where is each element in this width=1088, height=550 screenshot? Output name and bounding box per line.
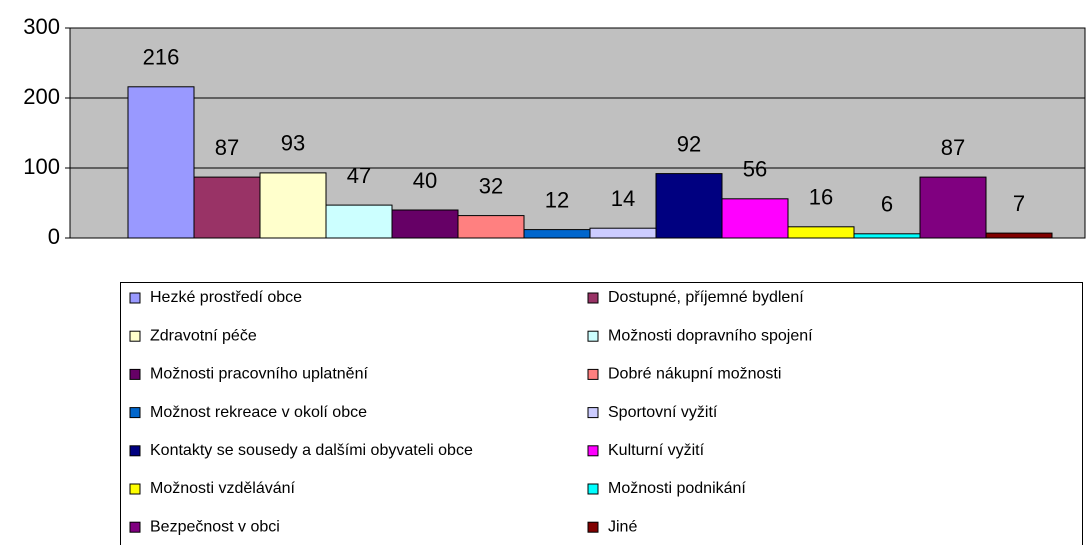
legend-label: Kontakty se sousedy a dalšími obyvateli … [150, 442, 473, 459]
legend-box [120, 282, 1083, 550]
legend-swatch [587, 330, 599, 342]
legend-label: Kulturní vyžití [608, 442, 705, 459]
y-tick-label: 100 [23, 154, 60, 179]
legend-label: Jiné [608, 518, 637, 535]
legend-swatch [129, 292, 141, 304]
bar [787, 226, 855, 239]
bar [919, 176, 987, 239]
legend-swatch [129, 407, 141, 419]
data-label: 56 [743, 157, 767, 182]
bar [457, 215, 525, 239]
data-label: 92 [677, 131, 701, 156]
data-label: 32 [479, 173, 503, 198]
data-label: 93 [281, 131, 305, 156]
bar [721, 198, 789, 239]
data-label: 216 [143, 45, 180, 70]
bar [853, 233, 921, 239]
legend-swatch [129, 445, 141, 457]
legend-label: Hezké prostředí obce [150, 289, 302, 306]
data-label: 47 [347, 163, 371, 188]
legend-swatch [587, 407, 599, 419]
data-label: 14 [611, 186, 635, 211]
legend-label: Možnosti pracovního uplatnění [150, 366, 368, 383]
legend-swatch [129, 483, 141, 495]
bar [127, 86, 195, 239]
legend-label: Sportovní vyžití [608, 404, 718, 421]
legend-swatch [587, 445, 599, 457]
data-label: 87 [941, 135, 965, 160]
legend-label: Bezpečnost v obci [150, 518, 280, 535]
data-label: 6 [881, 192, 893, 217]
data-label: 87 [215, 135, 239, 160]
legend-swatch [129, 521, 141, 533]
legend-swatch [587, 483, 599, 495]
bar [985, 232, 1053, 239]
legend-label: Dobré nákupní možnosti [608, 366, 781, 383]
y-tick-label: 300 [23, 14, 60, 39]
data-label: 16 [809, 185, 833, 210]
data-label: 7 [1013, 191, 1025, 216]
legend-swatch [587, 521, 599, 533]
bar [325, 204, 393, 239]
legend-swatch [129, 368, 141, 380]
bar [589, 227, 657, 239]
legend-label: Možnosti dopravního spojení [608, 327, 813, 344]
bar [193, 176, 261, 239]
data-label: 12 [545, 187, 569, 212]
bar [523, 229, 591, 239]
legend-label: Možnosti podnikání [608, 480, 746, 497]
bar [259, 172, 327, 239]
y-tick-label: 0 [48, 224, 60, 249]
y-tick-label: 200 [23, 84, 60, 109]
legend-swatch [129, 330, 141, 342]
data-label: 40 [413, 168, 437, 193]
legend-label: Možnost rekreace v okolí obce [150, 404, 367, 421]
legend-label: Zdravotní péče [150, 327, 257, 344]
bar [655, 173, 723, 239]
legend-label: Možnosti vzdělávání [150, 480, 296, 497]
legend-swatch [587, 368, 599, 380]
legend-swatch [587, 292, 599, 304]
legend-label: Dostupné, příjemné bydlení [608, 289, 804, 306]
bar [391, 209, 459, 239]
